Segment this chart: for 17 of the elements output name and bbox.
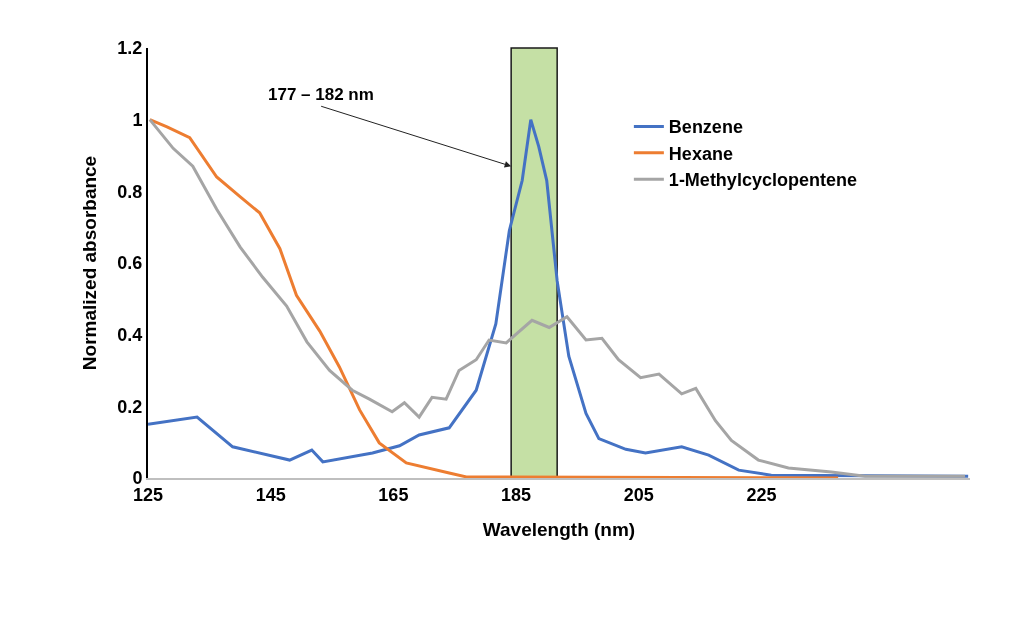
annotation: 177 – 182 nm [268, 85, 374, 104]
x-tick-label: 145 [255, 485, 286, 506]
y-axis-title: Normalized absorbance [78, 155, 100, 371]
x-tick-label: 165 [378, 485, 409, 506]
y-tick-label: 0.8 [117, 181, 143, 202]
y-tick-label: 0.2 [117, 396, 143, 417]
x-tick-label: 225 [746, 485, 777, 506]
legend-label: Hexane [668, 143, 733, 164]
legend-label: Benzene [668, 117, 743, 138]
y-tick-label: 0.6 [117, 253, 143, 274]
y-tick-label: 0.4 [117, 324, 143, 345]
y-tick-label: 1 [132, 109, 143, 130]
x-tick-label: 185 [501, 485, 532, 506]
x-axis-title: Wavelength (nm) [482, 518, 636, 540]
legend-label: 1-Methylcyclopentene [668, 170, 857, 191]
x-tick-label: 205 [623, 485, 654, 506]
y-tick-label: 1.2 [117, 38, 143, 59]
